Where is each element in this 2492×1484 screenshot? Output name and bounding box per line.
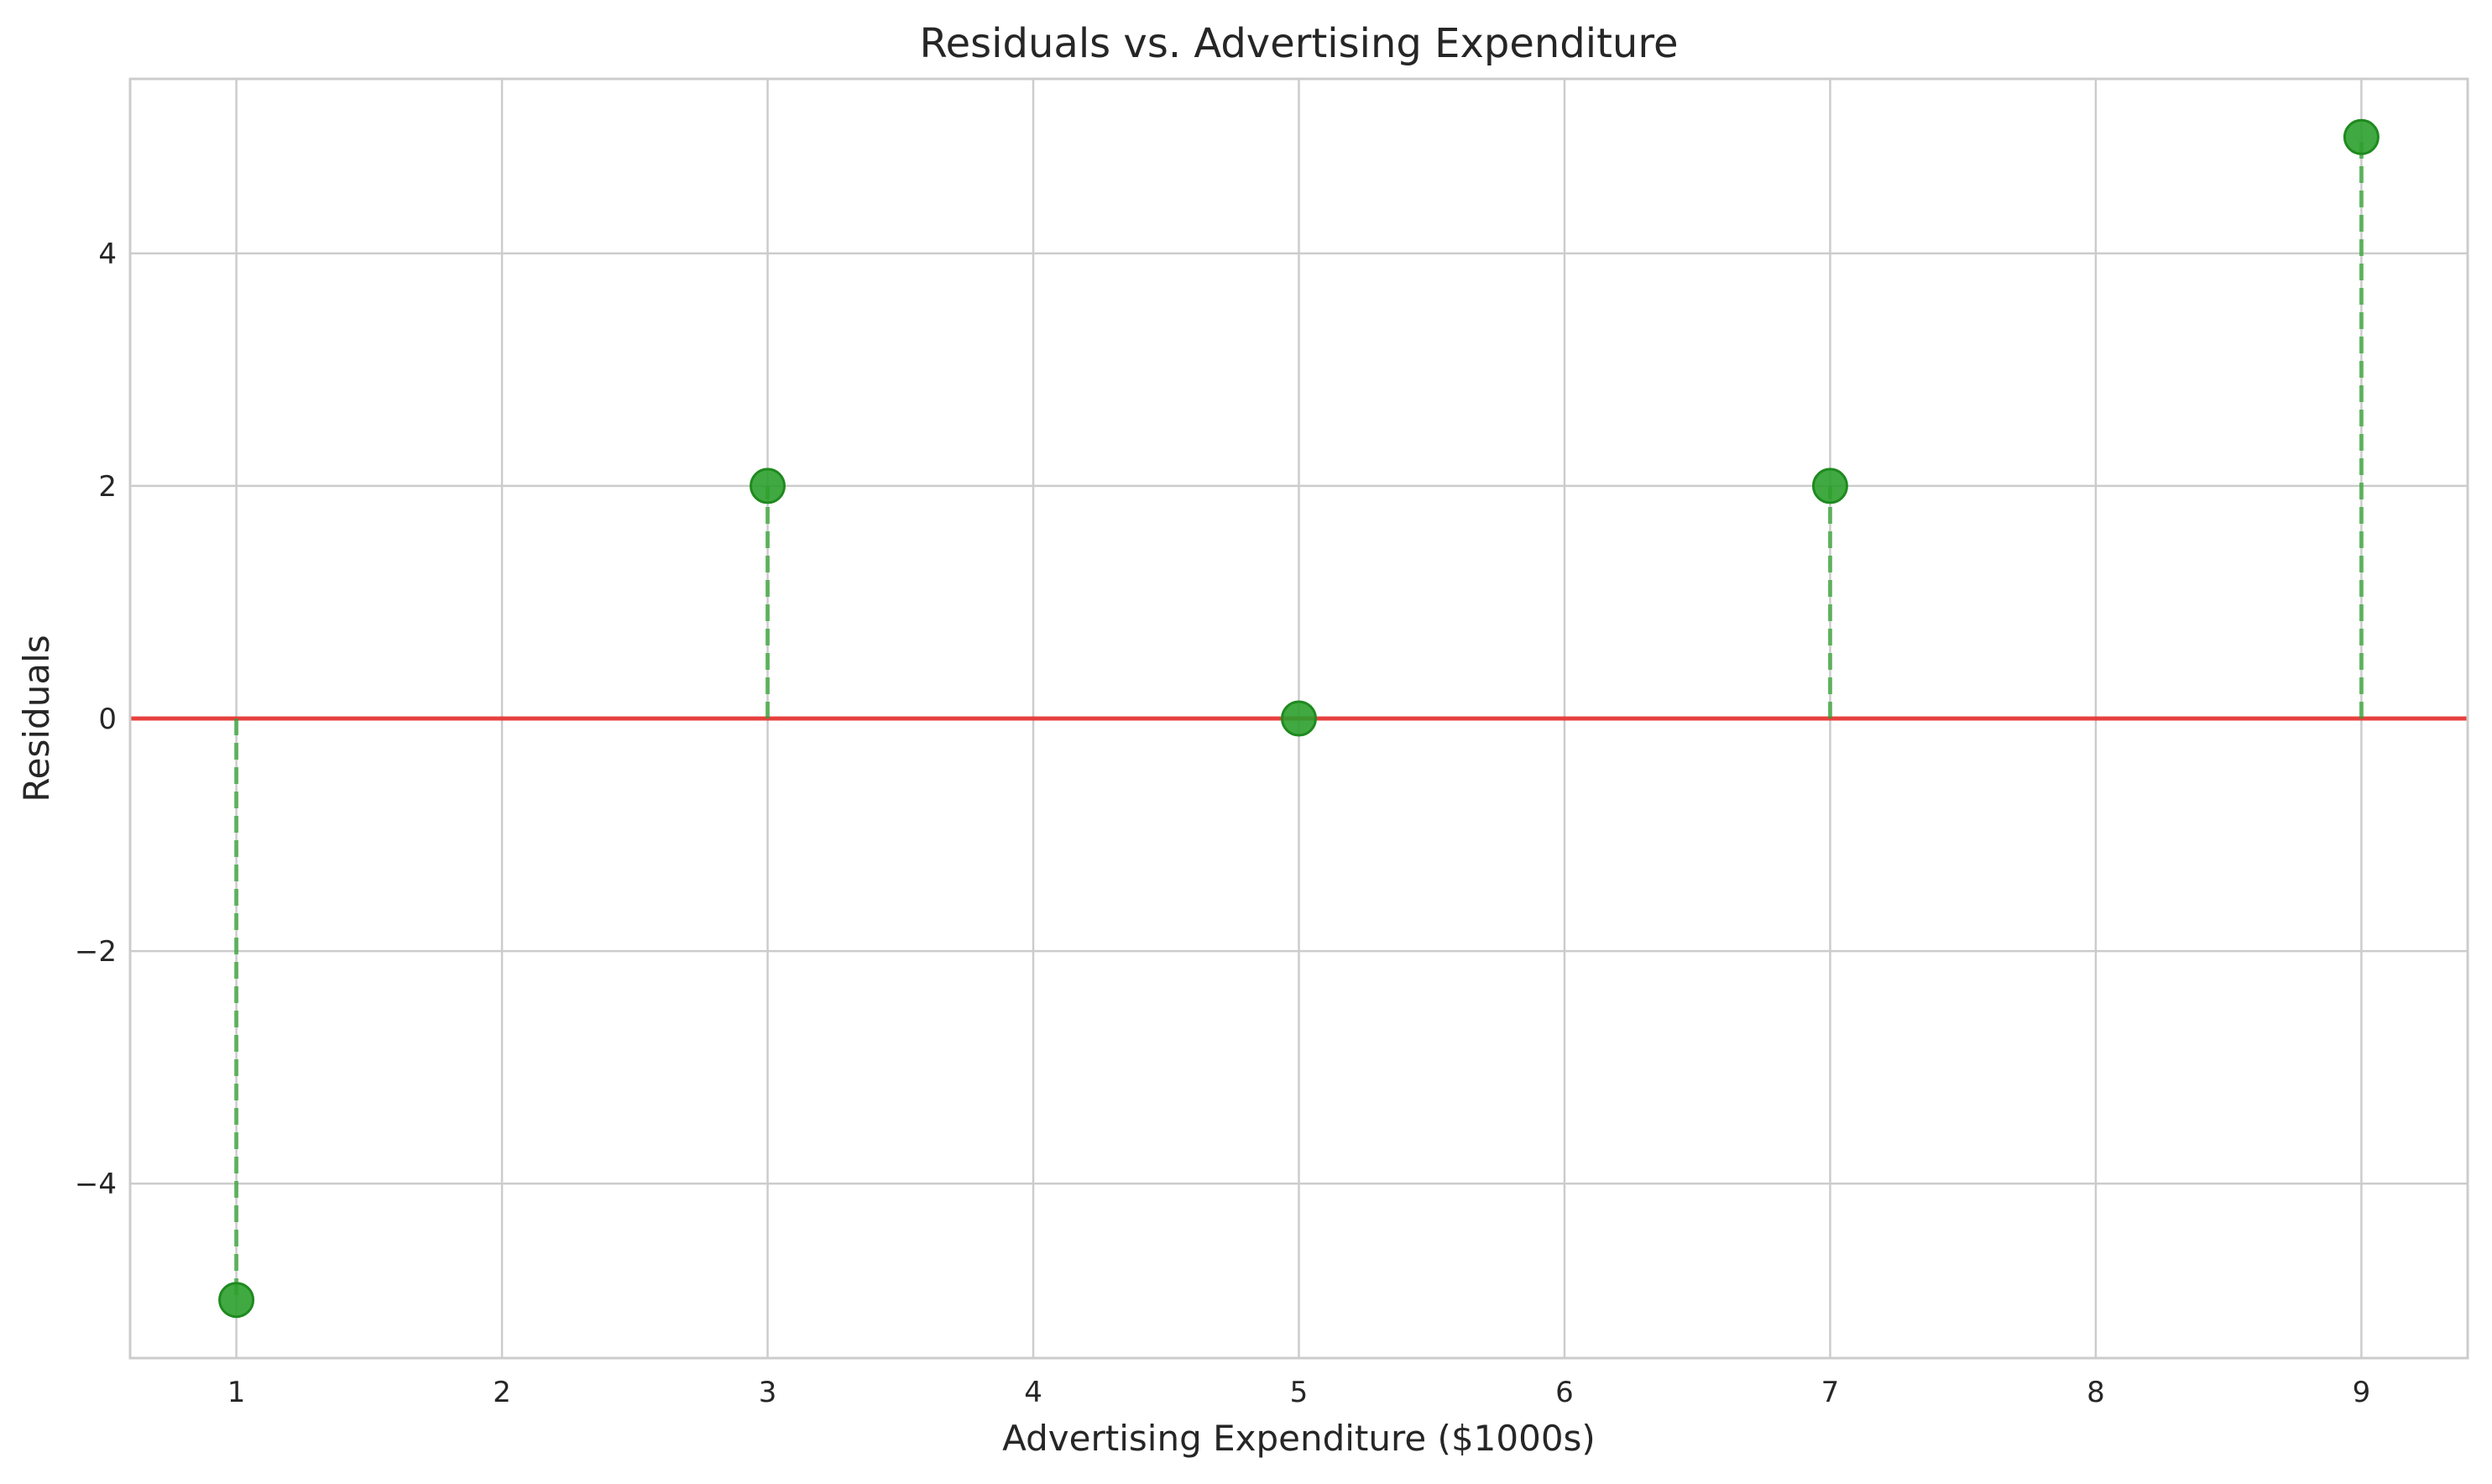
plot-frame: [128, 77, 2469, 1360]
x-tick-label: 2: [493, 1376, 511, 1409]
y-tick-label: −4: [75, 1168, 117, 1201]
y-tick-labels: −4 −2 0 2 4: [75, 238, 117, 1201]
y-axis-label: Residuals: [16, 635, 57, 802]
residual-point: [218, 1282, 255, 1319]
x-tick-label: 4: [1024, 1376, 1042, 1409]
y-tick-label: 2: [98, 470, 117, 504]
x-tick-label: 7: [1821, 1376, 1840, 1409]
x-tick-labels: 1 2 3 4 5 6 7 8 9: [227, 1376, 2370, 1409]
x-axis-label: Advertising Expenditure ($1000s): [1002, 1418, 1596, 1459]
chart-title: Residuals vs. Advertising Expenditure: [919, 20, 1678, 67]
residual-point: [2343, 118, 2380, 155]
x-tick-label: 8: [2087, 1376, 2105, 1409]
x-tick-label: 9: [2353, 1376, 2371, 1409]
x-tick-label: 3: [759, 1376, 777, 1409]
y-tick-label: −2: [75, 935, 117, 969]
y-tick-label: 4: [98, 238, 117, 271]
y-tick-label: 0: [98, 703, 117, 736]
data-points: [218, 118, 2380, 1319]
x-tick-label: 1: [227, 1376, 246, 1409]
x-tick-label: 5: [1290, 1376, 1309, 1409]
residual-point: [1281, 700, 1317, 737]
stem-lines: [234, 137, 2364, 1300]
x-tick-label: 6: [1555, 1376, 1574, 1409]
residual-point: [750, 468, 786, 504]
residual-point: [1811, 468, 1848, 504]
